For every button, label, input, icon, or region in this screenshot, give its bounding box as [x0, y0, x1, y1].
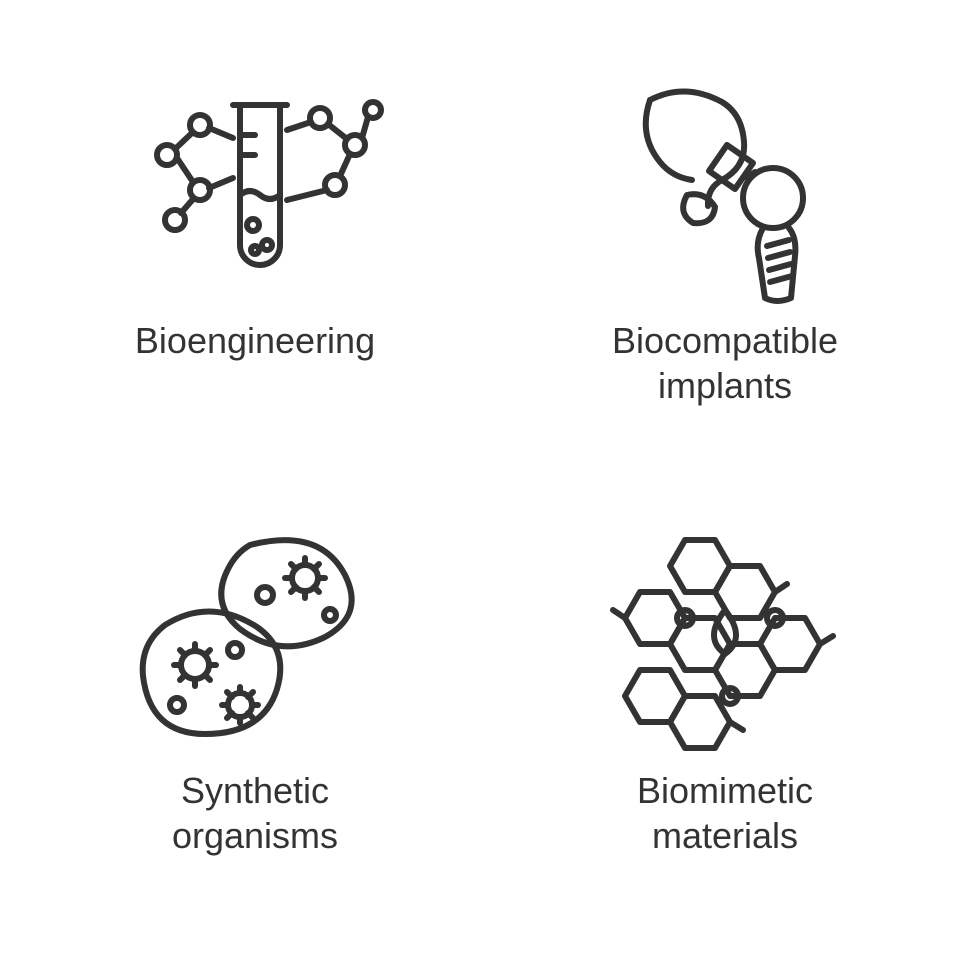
biomimetic-materials-icon — [575, 500, 875, 760]
label-bioengineering: Bioengineering — [135, 318, 375, 363]
label-biomimetic-materials: Biomimetic materials — [637, 768, 813, 858]
cell-bioengineering: Bioengineering — [40, 50, 470, 480]
cell-biocompatible-implants: Biocompatible implants — [510, 50, 940, 480]
icon-grid: Bioengineering — [0, 0, 980, 980]
synthetic-organisms-icon — [105, 500, 405, 760]
label-synthetic-organisms: Synthetic organisms — [172, 768, 338, 858]
biocompatible-implants-icon — [575, 50, 875, 310]
bioengineering-icon — [105, 50, 405, 310]
label-biocompatible-implants: Biocompatible implants — [612, 318, 838, 408]
cell-synthetic-organisms: Synthetic organisms — [40, 500, 470, 930]
cell-biomimetic-materials: Biomimetic materials — [510, 500, 940, 930]
